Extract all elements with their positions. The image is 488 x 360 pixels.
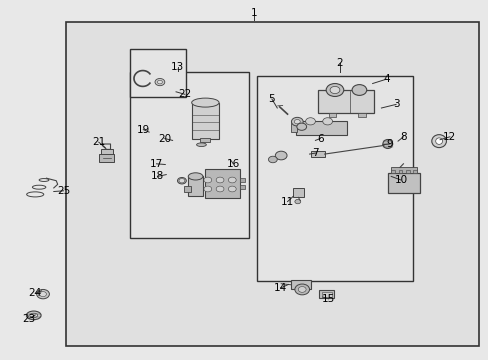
- Text: 11: 11: [280, 197, 294, 207]
- Bar: [200, 138, 210, 142]
- Bar: [239, 185, 245, 189]
- Bar: [387, 173, 419, 193]
- Bar: [321, 292, 331, 297]
- Bar: [398, 170, 402, 173]
- Bar: [99, 154, 114, 162]
- Bar: [319, 290, 333, 298]
- Circle shape: [203, 177, 211, 183]
- Bar: [295, 121, 346, 135]
- Bar: [188, 176, 203, 196]
- Text: 5: 5: [268, 94, 275, 104]
- Circle shape: [155, 78, 164, 86]
- Text: 7: 7: [312, 148, 319, 158]
- Text: 8: 8: [399, 132, 406, 142]
- Bar: [191, 103, 219, 139]
- Text: 20: 20: [158, 134, 171, 144]
- Ellipse shape: [196, 143, 206, 147]
- Bar: [205, 169, 239, 198]
- Text: 25: 25: [57, 186, 70, 196]
- Circle shape: [216, 177, 224, 183]
- Bar: [390, 170, 394, 173]
- Text: 6: 6: [316, 134, 323, 144]
- Text: 14: 14: [273, 283, 287, 293]
- Ellipse shape: [188, 173, 203, 180]
- Circle shape: [294, 199, 300, 204]
- Bar: [101, 149, 113, 155]
- Text: 23: 23: [22, 314, 36, 324]
- Circle shape: [296, 123, 306, 130]
- Bar: [290, 123, 296, 132]
- Bar: [184, 186, 191, 192]
- Bar: [256, 76, 412, 281]
- Text: 21: 21: [92, 137, 105, 147]
- Ellipse shape: [26, 311, 41, 320]
- Bar: [129, 72, 249, 238]
- Circle shape: [291, 117, 303, 126]
- Bar: [357, 113, 365, 117]
- Circle shape: [203, 186, 211, 192]
- Text: 3: 3: [392, 99, 399, 109]
- Ellipse shape: [382, 139, 392, 148]
- Bar: [293, 188, 304, 197]
- Bar: [390, 167, 416, 173]
- Bar: [328, 113, 336, 117]
- Bar: [317, 90, 373, 113]
- Bar: [129, 49, 185, 97]
- Text: 15: 15: [321, 294, 335, 304]
- Text: 2: 2: [336, 58, 343, 68]
- Bar: [405, 170, 409, 173]
- Text: 16: 16: [226, 159, 240, 169]
- Ellipse shape: [431, 135, 446, 148]
- Text: 17: 17: [149, 159, 163, 169]
- Circle shape: [228, 186, 236, 192]
- Circle shape: [329, 86, 339, 94]
- Circle shape: [305, 118, 315, 125]
- Circle shape: [294, 120, 300, 124]
- Text: 18: 18: [150, 171, 164, 181]
- Circle shape: [268, 156, 277, 163]
- Ellipse shape: [177, 177, 186, 184]
- Ellipse shape: [191, 98, 219, 107]
- Text: 9: 9: [385, 139, 392, 149]
- Circle shape: [351, 85, 366, 95]
- Bar: [66, 22, 478, 346]
- Ellipse shape: [30, 313, 38, 318]
- Circle shape: [216, 186, 224, 192]
- Text: 10: 10: [394, 175, 407, 185]
- Text: 4: 4: [382, 74, 389, 84]
- Text: 22: 22: [178, 89, 191, 99]
- Circle shape: [294, 284, 309, 295]
- Text: 24: 24: [28, 288, 42, 298]
- Text: 1: 1: [250, 8, 257, 18]
- Circle shape: [40, 292, 46, 297]
- Text: 13: 13: [170, 62, 184, 72]
- Bar: [239, 178, 245, 182]
- Text: 12: 12: [442, 132, 456, 142]
- Circle shape: [37, 289, 49, 299]
- Bar: [290, 280, 310, 289]
- Bar: [310, 151, 324, 157]
- Circle shape: [228, 177, 236, 183]
- Bar: [412, 170, 416, 173]
- Circle shape: [275, 151, 286, 160]
- Circle shape: [298, 287, 305, 292]
- Ellipse shape: [435, 138, 442, 144]
- Circle shape: [322, 118, 332, 125]
- Circle shape: [179, 179, 184, 183]
- Circle shape: [157, 80, 162, 84]
- Circle shape: [325, 84, 343, 96]
- Text: 19: 19: [136, 125, 150, 135]
